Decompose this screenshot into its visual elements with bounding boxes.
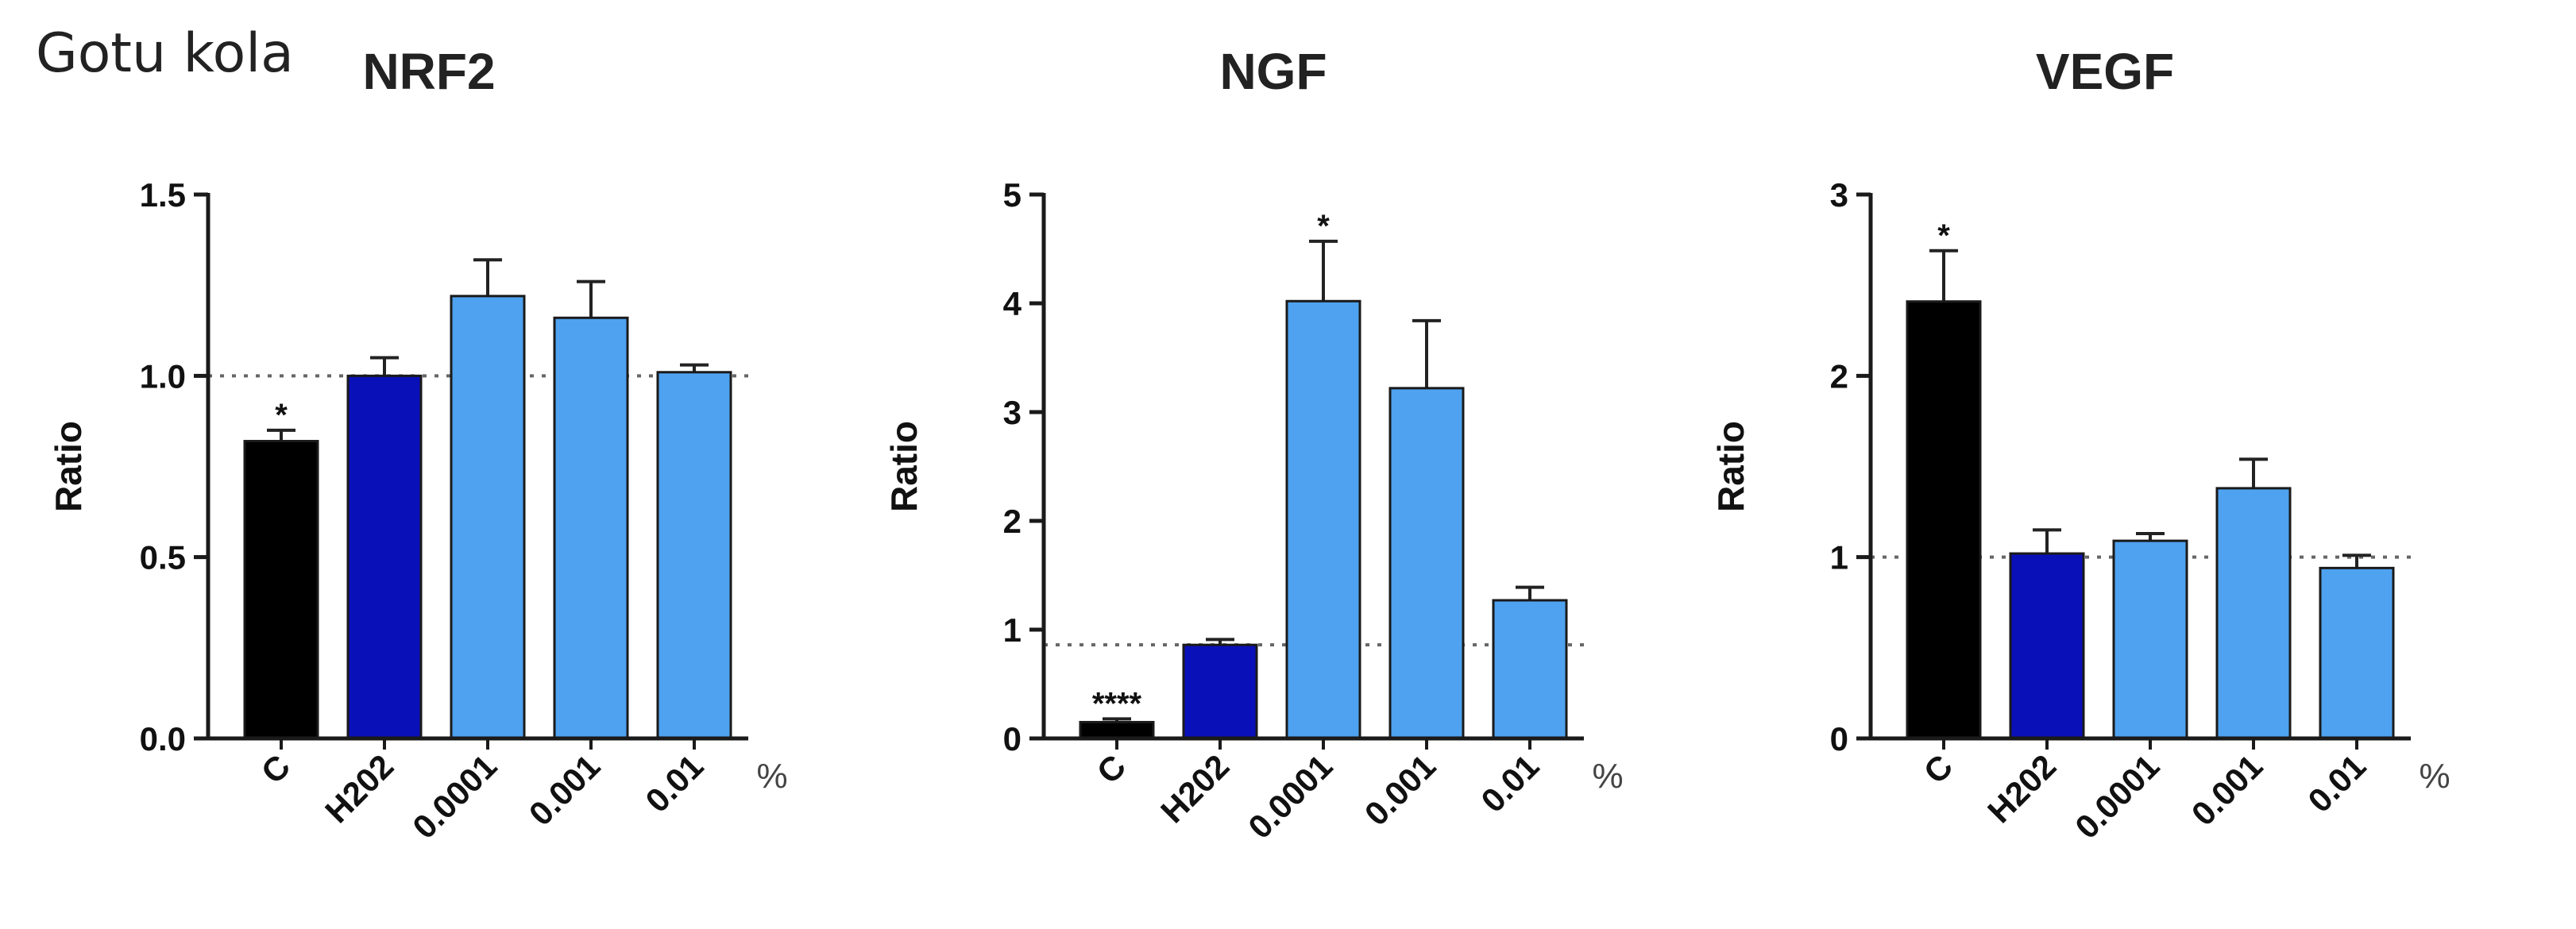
y-tick-label: 2 (1830, 357, 1848, 395)
x-tick-label: H202 (318, 747, 400, 830)
significance-marker: * (275, 398, 288, 433)
bar (1388, 387, 1465, 740)
x-tick-label: 0.0001 (2068, 747, 2166, 846)
y-axis-label: Ratio (883, 421, 925, 512)
y-tick-label: 1.5 (140, 176, 186, 214)
figure-label: Gotu kola (36, 22, 294, 85)
y-tick-label: 1 (1830, 539, 1848, 576)
y-tick-label: 0.0 (140, 720, 186, 757)
x-tick-label: C (1917, 747, 1960, 791)
x-tick-label: 0.0001 (405, 747, 504, 846)
bar (243, 440, 319, 740)
percent-symbol: % (1592, 757, 1623, 796)
x-tick-label: 0.01 (638, 747, 710, 819)
bar (2319, 566, 2395, 740)
y-tick-label: 1.0 (140, 357, 186, 395)
significance-marker: * (1317, 209, 1330, 244)
percent-symbol: % (2419, 757, 2450, 796)
y-tick-label: 0.5 (140, 539, 186, 576)
bar (656, 371, 732, 740)
y-axis-label: Ratio (1710, 421, 1751, 512)
y-tick-label: 0 (1830, 720, 1848, 757)
bar (553, 316, 629, 740)
y-tick-label: 3 (1830, 176, 1848, 214)
x-tick-label: H202 (1153, 747, 1236, 830)
bar (2112, 539, 2188, 740)
x-tick-label: 0.001 (1358, 747, 1443, 833)
bar (450, 295, 526, 740)
y-tick-label: 0 (1003, 720, 1022, 757)
bar (1492, 599, 1568, 740)
y-tick-label: 4 (1003, 285, 1022, 322)
x-tick-label: C (1090, 747, 1134, 791)
percent-symbol: % (756, 757, 787, 796)
x-tick-label: 0.01 (1473, 747, 1546, 819)
x-tick-label: 0.01 (2300, 747, 2373, 819)
y-tick-label: 2 (1003, 503, 1022, 540)
y-tick-label: 1 (1003, 611, 1022, 649)
chart-title: VEGF (2036, 43, 2174, 100)
bar (2215, 487, 2292, 740)
significance-marker: **** (1092, 686, 1142, 721)
x-tick-label: H202 (1980, 747, 2063, 830)
y-axis-label: Ratio (48, 421, 89, 512)
significance-marker: * (1937, 218, 1950, 253)
x-tick-label: 0.0001 (1241, 747, 1339, 846)
bar (1079, 720, 1155, 740)
bar (346, 374, 423, 740)
x-tick-label: 0.001 (522, 747, 608, 833)
bar (2009, 552, 2085, 740)
y-tick-label: 5 (1003, 176, 1022, 214)
x-tick-label: 0.001 (2184, 747, 2270, 833)
bar (1906, 300, 1982, 740)
chart-title: NGF (1219, 43, 1327, 100)
y-tick-label: 3 (1003, 394, 1022, 431)
bar (1182, 643, 1258, 740)
bar (1285, 299, 1361, 740)
chart-title: NRF2 (362, 43, 495, 100)
x-tick-label: C (254, 747, 298, 791)
